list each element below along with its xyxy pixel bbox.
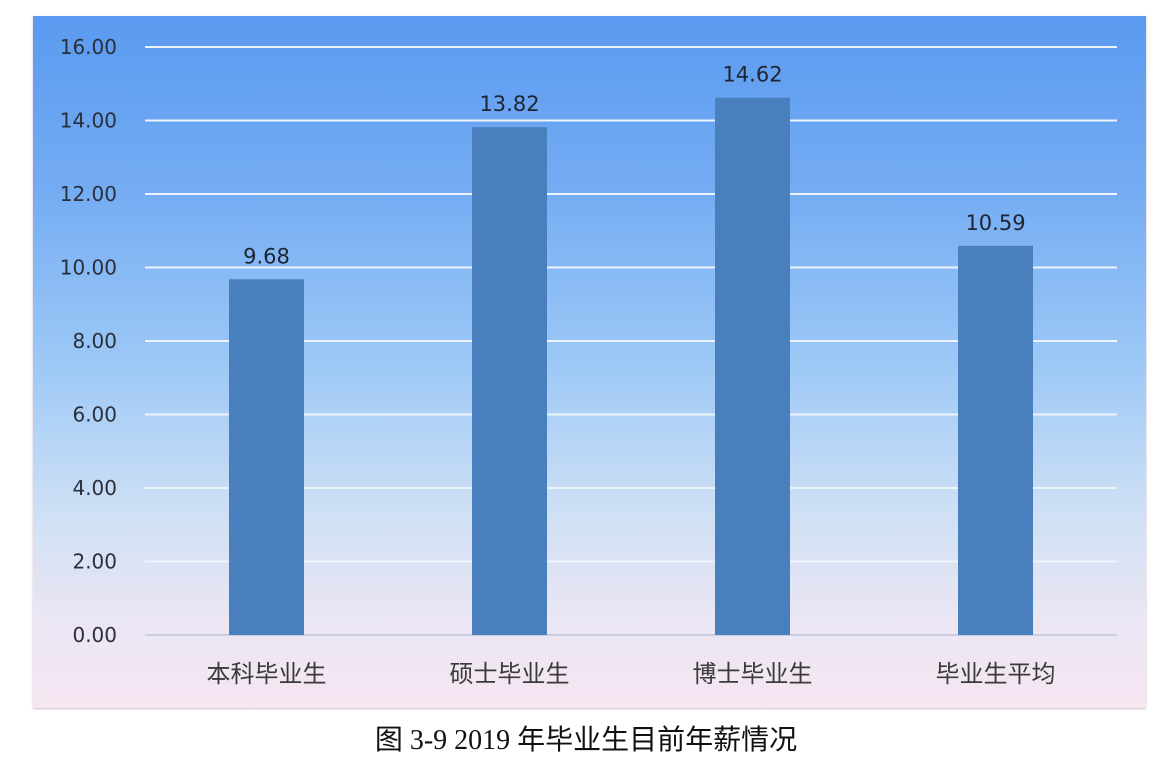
bar <box>472 127 547 636</box>
chart-title: 图 3-9 2019 年毕业生目前年薪情况 <box>374 725 798 756</box>
y-tick-label: 6.00 <box>72 403 117 427</box>
bar <box>229 279 304 635</box>
y-tick-label: 4.00 <box>72 476 117 500</box>
x-tick-label: 本科毕业生 <box>207 660 327 688</box>
x-tick-label: 博士毕业生 <box>693 660 813 688</box>
data-label: 14.62 <box>722 63 782 87</box>
y-tick-label: 8.00 <box>72 329 117 353</box>
x-tick-label: 毕业生平均 <box>936 660 1056 688</box>
y-tick-label: 14.00 <box>60 109 117 133</box>
x-tick-label: 硕士毕业生 <box>450 660 570 688</box>
y-tick-label: 16.00 <box>60 35 117 59</box>
data-label: 10.59 <box>965 211 1025 235</box>
y-tick-label: 12.00 <box>60 182 117 206</box>
y-tick-label: 0.00 <box>72 623 117 647</box>
y-tick-label: 2.00 <box>72 550 117 574</box>
data-label: 9.68 <box>243 244 290 268</box>
bar <box>715 97 790 636</box>
bar <box>958 245 1033 635</box>
data-label: 13.82 <box>479 92 539 116</box>
y-tick-label: 10.00 <box>60 256 117 280</box>
